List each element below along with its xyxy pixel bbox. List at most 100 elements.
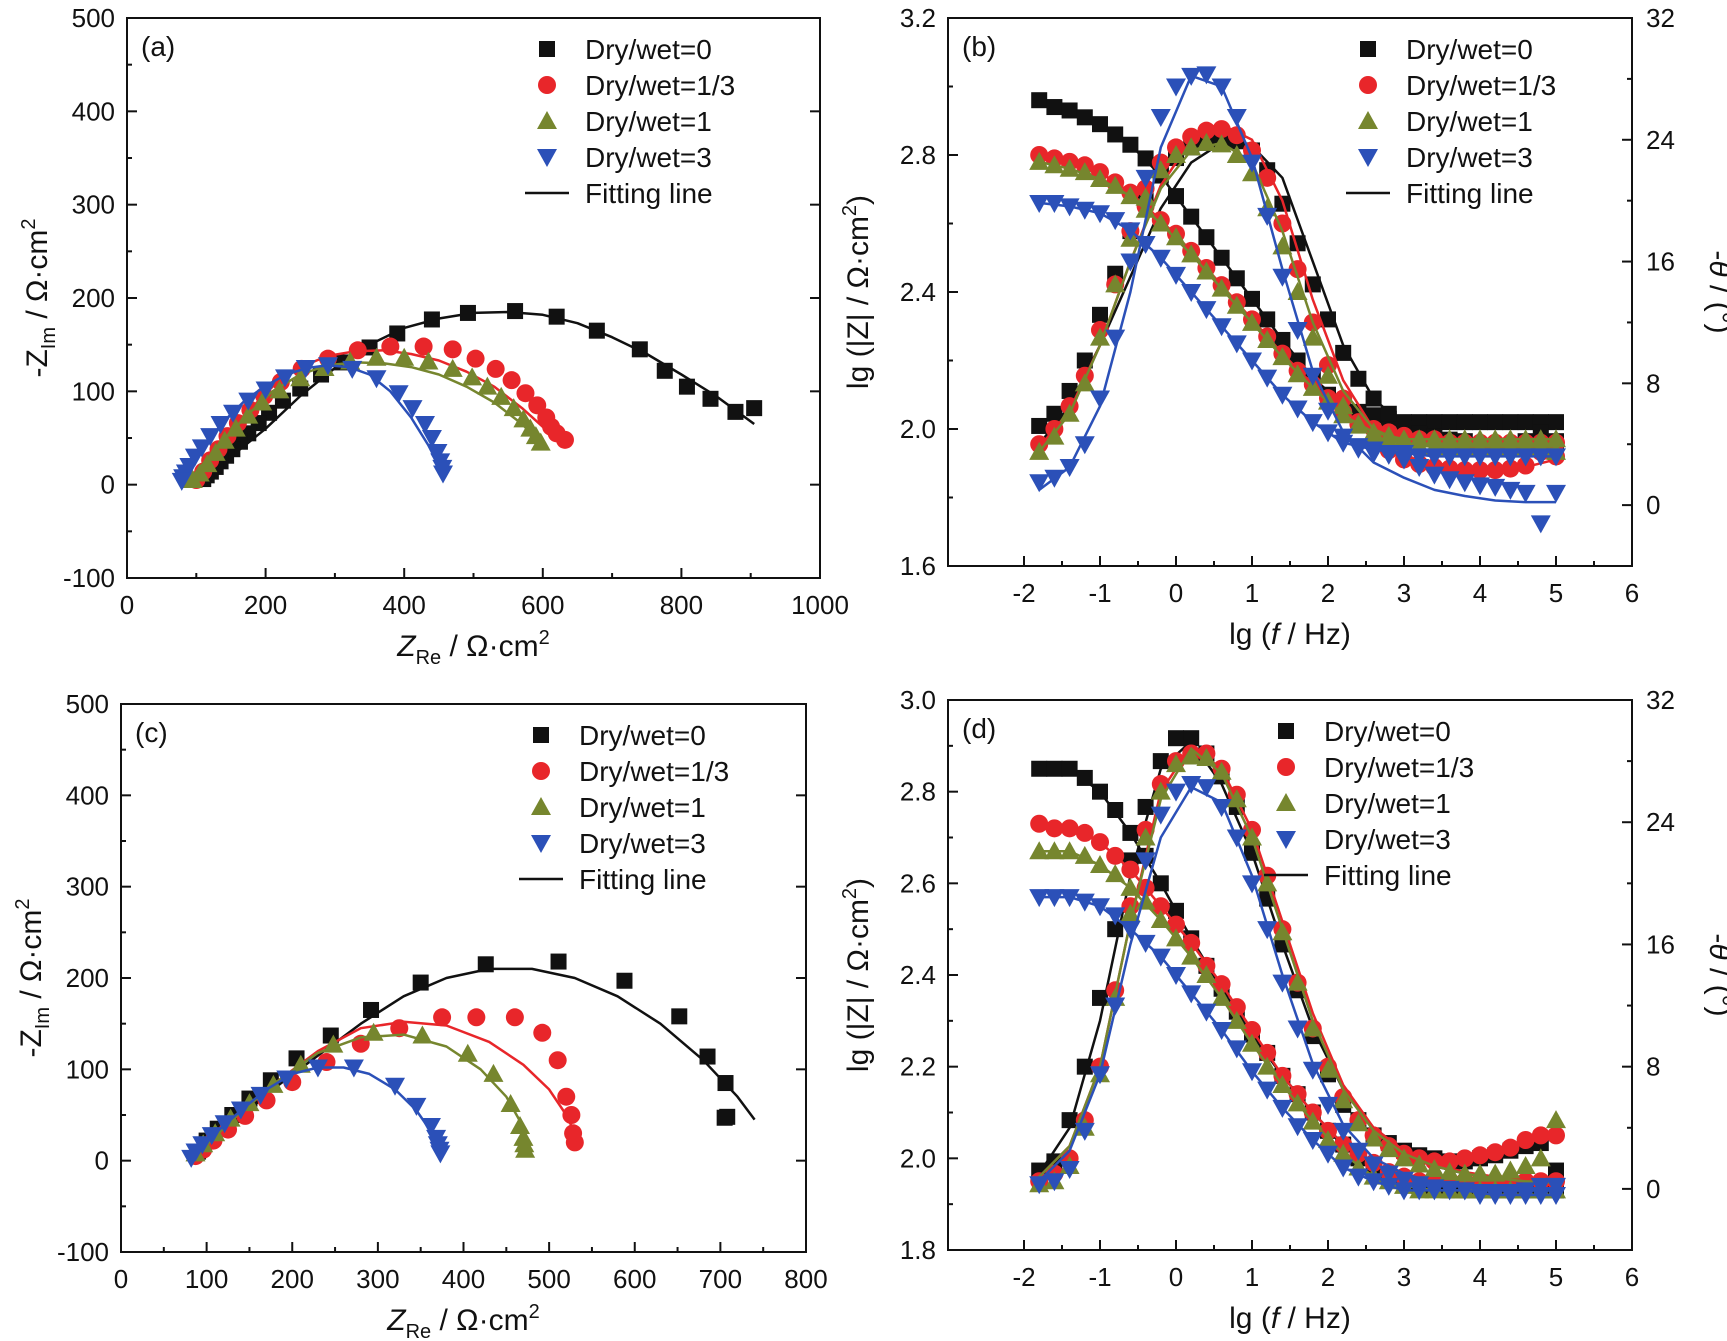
phase-point <box>1320 311 1336 328</box>
phase-point <box>1257 921 1278 940</box>
x-tick-label: 4 <box>1473 578 1487 608</box>
y2-tick-label: 32 <box>1646 685 1675 715</box>
data-point <box>727 403 744 420</box>
y-tick-label: 500 <box>72 3 115 33</box>
modulus-point <box>1333 1159 1354 1178</box>
x-tick-label: 4 <box>1473 1262 1487 1292</box>
phase-point <box>1439 1162 1460 1181</box>
modulus-point <box>1196 1003 1217 1022</box>
modulus-point <box>1196 301 1217 320</box>
data-point <box>214 1115 235 1134</box>
legend-label: Dry/wet=1/3 <box>579 756 729 787</box>
y-tick-label: 400 <box>66 780 109 810</box>
legend: Dry/wet=0 Dry/wet=1/3 Dry/wet=1 Dry/wet=3 Fi… <box>519 720 729 895</box>
modulus-point <box>1150 948 1171 967</box>
modulus-point <box>1122 136 1139 153</box>
modulus-point <box>1196 261 1217 280</box>
phase-point <box>1287 282 1308 300</box>
data-point <box>717 1075 734 1092</box>
x-tick-label: 1 <box>1245 1262 1259 1292</box>
phase-point <box>1135 827 1156 846</box>
legend-label: Dry/wet=3 <box>579 828 706 859</box>
legend-label: Dry/wet=1/3 <box>585 70 735 101</box>
data-point <box>716 1109 733 1126</box>
fit-line <box>192 967 756 1159</box>
data-point <box>238 392 259 411</box>
modulus-point <box>1090 855 1110 873</box>
modulus-point <box>1092 783 1108 800</box>
phase-point <box>1530 1177 1551 1196</box>
data-point <box>564 1124 583 1143</box>
phase-point <box>1485 478 1506 497</box>
legend-label: Dry/wet=3 <box>1324 824 1451 855</box>
modulus-point <box>1517 414 1534 431</box>
modulus-point <box>1061 760 1078 777</box>
phase-point <box>1485 1163 1506 1182</box>
phase-point <box>1454 474 1475 493</box>
x-tick-label: 500 <box>527 1264 570 1294</box>
phase-point <box>1059 1161 1080 1180</box>
legend-marker <box>1276 831 1296 849</box>
x-tick-label: 200 <box>271 1264 314 1294</box>
y-tick-label: 2.4 <box>900 277 936 307</box>
data-point <box>366 347 387 366</box>
phase-point <box>1272 974 1293 993</box>
phase-point <box>1380 405 1397 422</box>
modulus-point <box>1546 429 1566 448</box>
panel-1: 0 200 400 600 800 1000-1000100200300400500ZRe… <box>18 3 849 669</box>
modulus-point <box>1485 448 1506 467</box>
legend-label: Dry/wet=1 <box>1406 106 1533 137</box>
x-tick-label: 400 <box>383 590 426 620</box>
x-axis-label: ZRe / Ω·cm2 <box>386 1301 539 1341</box>
phase-point <box>1120 253 1141 272</box>
data-layer <box>171 303 763 491</box>
data-point <box>389 325 406 342</box>
modulus-point <box>1059 198 1080 217</box>
data-point <box>255 381 276 400</box>
phase-point <box>1061 1112 1078 1129</box>
y-tick-label: 1.8 <box>900 1235 936 1265</box>
y-tick-label: 1.6 <box>900 551 936 581</box>
x-tick-label: 700 <box>699 1264 742 1294</box>
panel-label: (d) <box>962 713 996 744</box>
modulus-point <box>1137 150 1154 167</box>
modulus-point <box>1318 424 1338 443</box>
legend-marker <box>1276 793 1296 811</box>
legend-label: Fitting line <box>579 864 707 895</box>
modulus-point <box>1046 760 1063 777</box>
modulus-point <box>1242 312 1262 331</box>
modulus-point <box>1105 212 1126 231</box>
data-point <box>402 400 423 419</box>
legend-marker <box>1359 76 1377 94</box>
x-axis-label: ZRe / Ω·cm2 <box>396 627 549 669</box>
modulus-point <box>1546 448 1566 467</box>
modulus-point <box>1044 155 1065 174</box>
y-tick-label: 3.2 <box>900 3 936 33</box>
data-point <box>746 400 763 417</box>
data-point <box>184 448 205 467</box>
phase-point <box>1454 1182 1475 1201</box>
phase-point <box>1196 132 1217 151</box>
phase-point <box>1470 477 1490 496</box>
legend: Dry/wet=0 Dry/wet=1/3 Dry/wet=1 Dry/wet=3 Fi… <box>1264 716 1474 891</box>
modulus-point <box>1363 1173 1384 1192</box>
modulus-point <box>1244 290 1260 307</box>
data-point <box>427 444 448 462</box>
modulus-point <box>1211 318 1232 337</box>
data-point <box>191 439 212 458</box>
phase-point <box>1333 1090 1354 1109</box>
data-point <box>467 1008 486 1027</box>
legend-marker <box>1278 723 1294 739</box>
phase-point <box>1166 754 1186 773</box>
data-point <box>252 392 273 411</box>
y-axis-label: lg (|Z| / Ω·cm2) <box>839 195 875 389</box>
modulus-point <box>1091 833 1109 852</box>
modulus-point <box>1456 414 1473 431</box>
data-point <box>557 1087 576 1106</box>
legend-label: Dry/wet=1/3 <box>1324 752 1474 783</box>
legend-label: Dry/wet=0 <box>1324 716 1451 747</box>
phase-point <box>1318 402 1338 421</box>
y-tick-label: 100 <box>66 1054 109 1084</box>
modulus-point <box>1302 1132 1323 1150</box>
modulus-point <box>1272 347 1293 366</box>
